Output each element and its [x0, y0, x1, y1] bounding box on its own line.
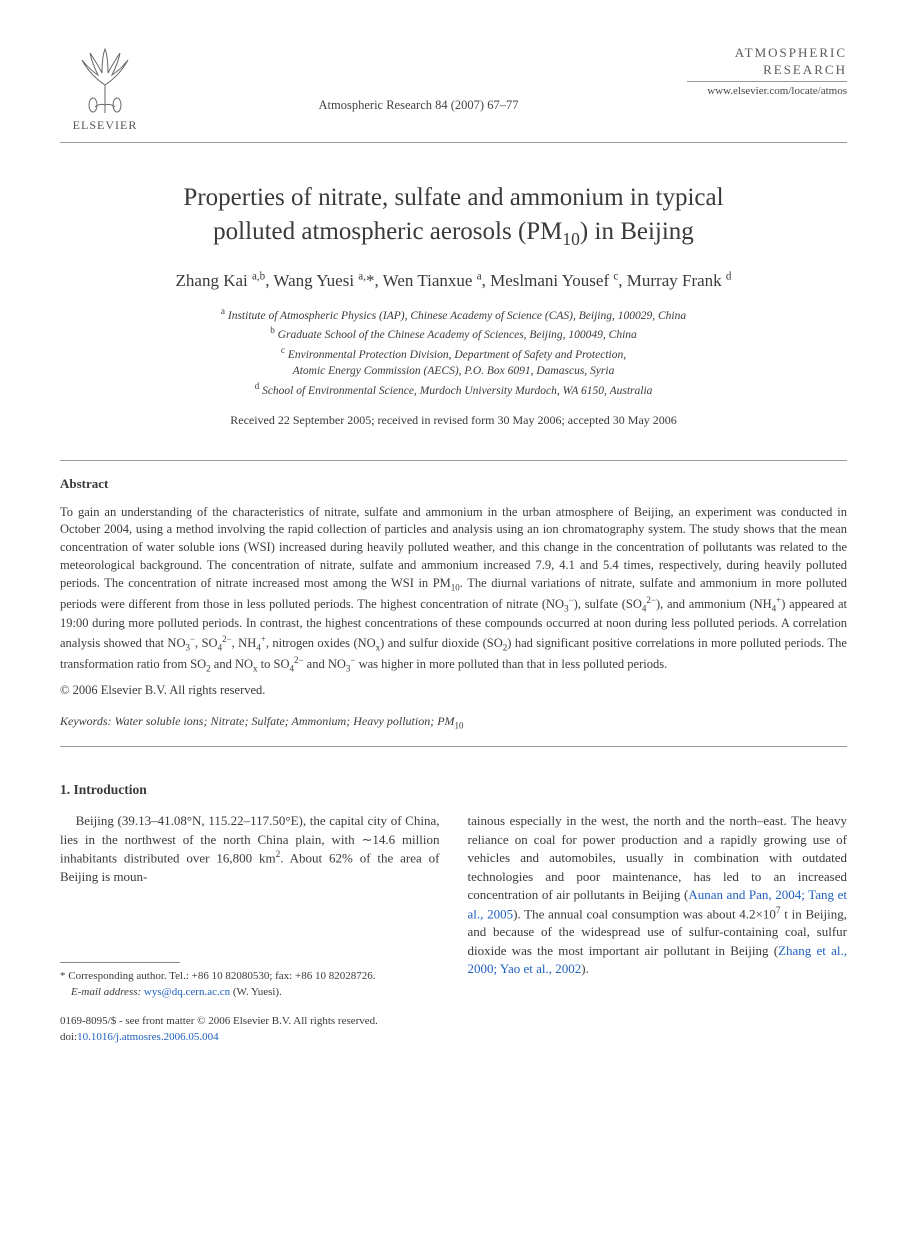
abstract-body: To gain an understanding of the characte… — [60, 504, 847, 676]
page-header: ELSEVIER Atmospheric Research 84 (2007) … — [60, 45, 847, 143]
doi-line: doi:10.1016/j.atmosres.2006.05.004 — [60, 1030, 440, 1045]
abstract-copyright: © 2006 Elsevier B.V. All rights reserved… — [60, 682, 847, 700]
journal-logo-block: ATMOSPHERIC RESEARCH www.elsevier.com/lo… — [687, 45, 847, 99]
keywords-label: Keywords: — [60, 714, 112, 728]
title-sub: 10 — [562, 229, 580, 249]
title-line2-pre: polluted atmospheric aerosols (PM — [213, 218, 562, 245]
affiliation-b: b Graduate School of the Chinese Academy… — [100, 324, 807, 344]
journal-name: ATMOSPHERIC RESEARCH — [687, 45, 847, 79]
article-dates: Received 22 September 2005; received in … — [60, 412, 847, 429]
article-title: Properties of nitrate, sulfate and ammon… — [90, 181, 817, 251]
footnotes: * Corresponding author. Tel.: +86 10 820… — [60, 969, 440, 1000]
title-line2-post: ) in Beijing — [580, 218, 694, 245]
affiliation-d: d School of Environmental Science, Murdo… — [100, 380, 807, 400]
journal-name-line2: RESEARCH — [687, 62, 847, 79]
journal-reference: Atmospheric Research 84 (2007) 67–77 — [150, 45, 687, 115]
doi-link[interactable]: 10.1016/j.atmosres.2006.05.004 — [77, 1031, 218, 1043]
abstract-heading: Abstract — [60, 475, 847, 493]
title-line1: Properties of nitrate, sulfate and ammon… — [183, 184, 723, 211]
section-1-heading: 1. Introduction — [60, 781, 847, 800]
email-line: E-mail address: wys@dq.cern.ac.cn (W. Yu… — [60, 985, 440, 1000]
doi-label: doi: — [60, 1031, 77, 1043]
rule-top — [60, 460, 847, 461]
publisher-name: ELSEVIER — [73, 117, 138, 134]
author-email[interactable]: wys@dq.cern.ac.cn — [144, 986, 230, 998]
footnote-separator — [60, 962, 180, 963]
email-label: E-mail address: — [71, 986, 141, 998]
intro-para-col2: tainous especially in the west, the nort… — [468, 812, 848, 978]
elsevier-tree-icon — [70, 45, 140, 115]
affiliation-c: c Environmental Protection Division, Dep… — [100, 344, 807, 364]
intro-columns: Beijing (39.13–41.08°N, 115.22–117.50°E)… — [60, 812, 847, 1045]
corresponding-author-note: * Corresponding author. Tel.: +86 10 820… — [60, 969, 440, 984]
affiliations: a Institute of Atmospheric Physics (IAP)… — [100, 305, 807, 400]
bottom-meta: 0169-8095/$ - see front matter © 2006 El… — [60, 1014, 440, 1045]
keywords-text: Water soluble ions; Nitrate; Sulfate; Am… — [112, 714, 464, 728]
affiliation-a: a Institute of Atmospheric Physics (IAP)… — [100, 305, 807, 325]
journal-url[interactable]: www.elsevier.com/locate/atmos — [687, 81, 847, 99]
author-list: Zhang Kai a,b, Wang Yuesi a,*, Wen Tianx… — [60, 269, 847, 293]
intro-para-col1: Beijing (39.13–41.08°N, 115.22–117.50°E)… — [60, 812, 440, 886]
issn-line: 0169-8095/$ - see front matter © 2006 El… — [60, 1014, 440, 1029]
email-who: (W. Yuesi). — [233, 986, 282, 998]
affiliation-c-cont: Atomic Energy Commission (AECS), P.O. Bo… — [100, 363, 807, 380]
keywords: Keywords: Water soluble ions; Nitrate; S… — [60, 713, 847, 732]
journal-name-line1: ATMOSPHERIC — [687, 45, 847, 62]
publisher-logo: ELSEVIER — [60, 45, 150, 134]
rule-bottom — [60, 746, 847, 747]
